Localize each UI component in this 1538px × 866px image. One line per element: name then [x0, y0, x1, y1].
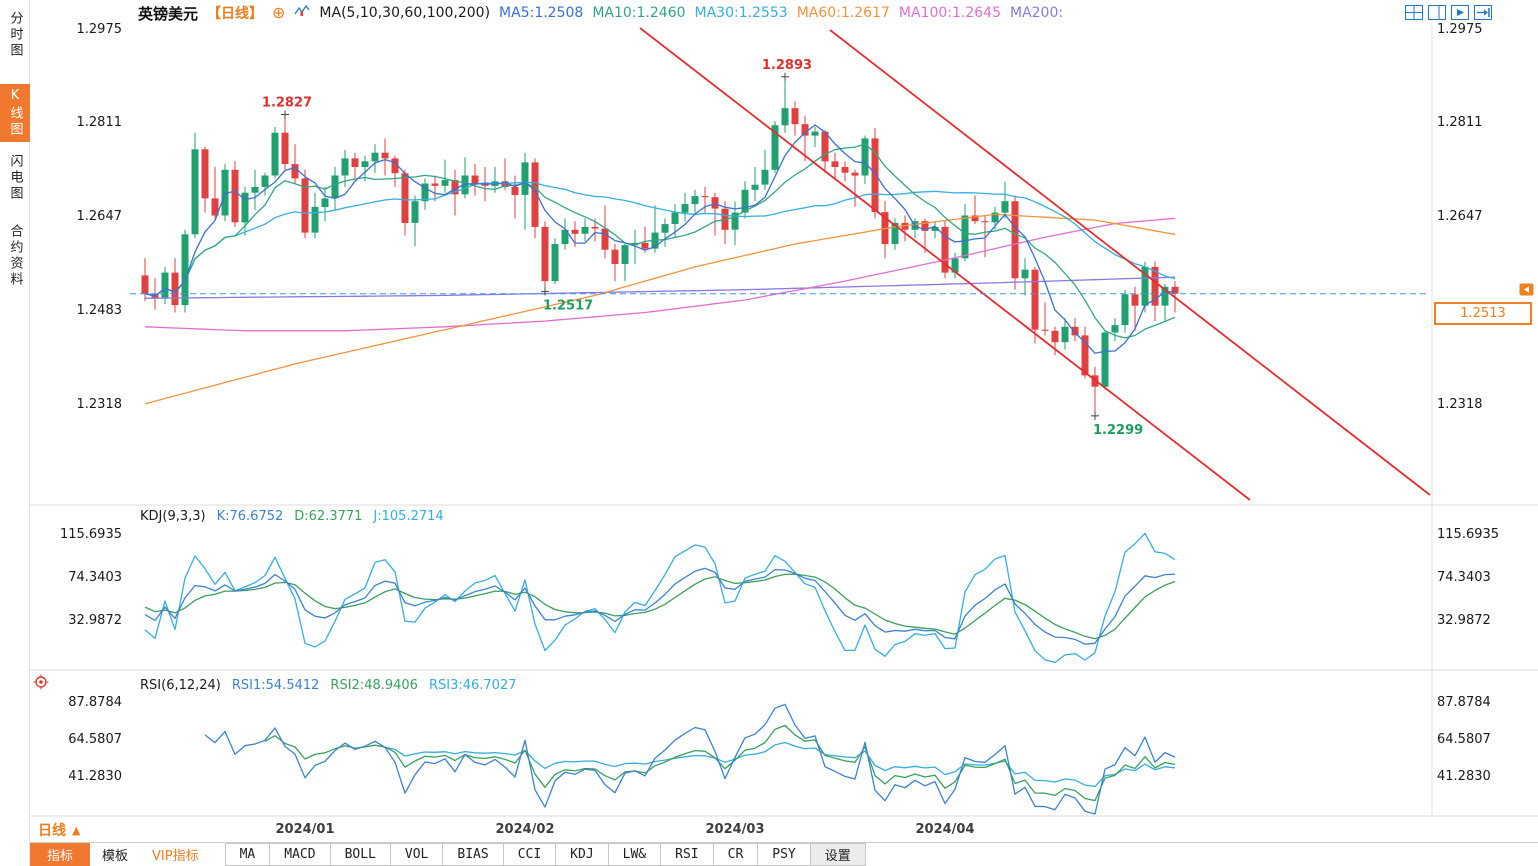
- kdj-axis-label: 74.3403: [1437, 570, 1491, 585]
- chevron-up-icon: ▲: [72, 823, 81, 837]
- ma100-value: MA100:1.2645: [898, 5, 1001, 21]
- add-indicator-icon[interactable]: ⊕: [272, 3, 286, 22]
- play-chart-icon[interactable]: [1451, 5, 1469, 24]
- kdj-axis-label: 115.6935: [1437, 527, 1500, 542]
- split-view-icon[interactable]: [1428, 5, 1446, 24]
- price-axis-label: 1.2811: [76, 115, 123, 130]
- toolbar-tab-lwr[interactable]: LW&: [607, 843, 662, 866]
- ma200-value: MA200:: [1009, 5, 1064, 21]
- toolbar-tab-cci[interactable]: CCI: [502, 843, 557, 866]
- chart-header: 英镑美元 【日线】 ⊕ MA(5,10,30,60,100,200) MA5:1…: [138, 3, 1063, 23]
- indicator-settings-icon[interactable]: [33, 674, 49, 694]
- price-axis-label: 1.2318: [1437, 397, 1483, 412]
- svg-text:1.2893: 1.2893: [762, 58, 812, 73]
- rsi1-value: RSI1:54.5412: [231, 678, 320, 693]
- current-price-tag: 1.2513: [1434, 302, 1532, 325]
- kdj-d-value: D:62.3771: [294, 509, 363, 524]
- svg-text:1.2517: 1.2517: [543, 298, 593, 313]
- period-selector-label: 日线: [38, 823, 66, 839]
- sidebar: 分时图 K线图 闪电图 合约资料: [0, 0, 30, 866]
- indicator-toolbar: 指标 模板 VIP指标 MA MACD BOLL VOL BIAS CCI KD…: [30, 842, 1538, 866]
- svg-text:1.2299: 1.2299: [1093, 423, 1143, 438]
- kdj-title: KDJ(9,3,3): [140, 509, 206, 524]
- svg-text:2024/02: 2024/02: [495, 822, 554, 837]
- kdj-axis-label: 32.9872: [1437, 613, 1491, 628]
- rsi-axis-label: 87.8784: [1437, 695, 1491, 710]
- rsi2-value: RSI2:48.9406: [330, 678, 418, 693]
- price-flag-icon[interactable]: [1519, 281, 1534, 300]
- price-axis-label: 1.2318: [76, 397, 123, 412]
- kdj-header: KDJ(9,3,3) K:76.6752 D:62.3771 J:105.271…: [140, 509, 444, 524]
- chart-type-icon: [294, 4, 310, 22]
- toolbar-tab-ma[interactable]: MA: [224, 843, 271, 866]
- kdj-axis-label: 32.9872: [68, 613, 122, 628]
- symbol-title: 英镑美元: [138, 4, 199, 23]
- svg-text:2024/01: 2024/01: [275, 822, 334, 837]
- sidebar-item-lightning-chart[interactable]: 闪电图: [7, 154, 23, 202]
- price-axis-label: 1.2975: [76, 22, 123, 37]
- sidebar-item-time-chart[interactable]: 分时图: [7, 11, 23, 59]
- rsi-axis-label: 41.2830: [1437, 769, 1491, 784]
- kdj-j-value: J:105.2714: [373, 509, 444, 524]
- rsi-axis-label: 87.8784: [68, 695, 122, 710]
- rsi-axis-label: 64.5807: [68, 732, 122, 747]
- grid-layout-icon[interactable]: [1405, 5, 1423, 24]
- kdj-k-value: K:76.6752: [216, 509, 284, 524]
- layout-icons: [1405, 5, 1492, 24]
- toolbar-tab-cr[interactable]: CR: [712, 843, 759, 866]
- ma-group-label: MA(5,10,30,60,100,200): [319, 5, 491, 21]
- toolbar-tab-bias[interactable]: BIAS: [442, 843, 504, 866]
- rsi-axis-label: 64.5807: [1437, 732, 1491, 747]
- toolbar-tab-boll[interactable]: BOLL: [329, 843, 391, 866]
- price-axis-label: 1.2975: [1437, 22, 1483, 37]
- kdj-axis-label: 115.6935: [59, 527, 122, 542]
- toolbar-tab-vol[interactable]: VOL: [389, 843, 444, 866]
- svg-text:1.2827: 1.2827: [262, 95, 312, 110]
- toolbar-tab-kdj[interactable]: KDJ: [555, 843, 609, 866]
- price-axis-label: 1.2647: [76, 209, 123, 224]
- toolbar-tab-templates[interactable]: 模板: [102, 849, 129, 864]
- ma10-value: MA10:1.2460: [592, 5, 686, 21]
- expand-right-icon[interactable]: [1474, 5, 1492, 24]
- toolbar-tab-indicators[interactable]: 指标: [30, 843, 91, 866]
- svg-text:2024/04: 2024/04: [915, 822, 974, 837]
- toolbar-tab-settings[interactable]: 设置: [809, 843, 866, 866]
- rsi3-value: RSI3:46.7027: [428, 678, 517, 693]
- rsi-axis-label: 41.2830: [68, 769, 122, 784]
- ma30-value: MA30:1.2553: [694, 5, 788, 21]
- kdj-axis-label: 74.3403: [68, 570, 122, 585]
- ma60-value: MA60:1.2617: [796, 5, 890, 21]
- ma5-value: MA5:1.2508: [499, 5, 584, 21]
- rsi-header: RSI(6,12,24) RSI1:54.5412 RSI2:48.9406 R…: [140, 678, 516, 693]
- period-selector[interactable]: 日线 ▲: [38, 820, 80, 840]
- period-tag: 【日线】: [207, 6, 264, 22]
- sidebar-item-kline-chart[interactable]: K线图: [0, 84, 30, 142]
- chart-canvas[interactable]: 1.2827 1.2893 1.2517 1.2299 2024/01 2024/02 20…: [30, 25, 1538, 840]
- toolbar-tab-psy[interactable]: PSY: [757, 843, 811, 866]
- price-axis-label: 1.2647: [1437, 209, 1483, 224]
- toolbar-tab-vip-indicators[interactable]: VIP指标: [152, 849, 199, 864]
- price-axis-label: 1.2483: [76, 303, 123, 318]
- rsi-title: RSI(6,12,24): [140, 678, 221, 693]
- toolbar-tab-rsi[interactable]: RSI: [660, 843, 714, 866]
- svg-text:2024/03: 2024/03: [705, 822, 764, 837]
- toolbar-tab-macd[interactable]: MACD: [269, 843, 331, 866]
- sidebar-item-contract-info[interactable]: 合约资料: [7, 224, 23, 288]
- price-axis-label: 1.2811: [1437, 115, 1483, 130]
